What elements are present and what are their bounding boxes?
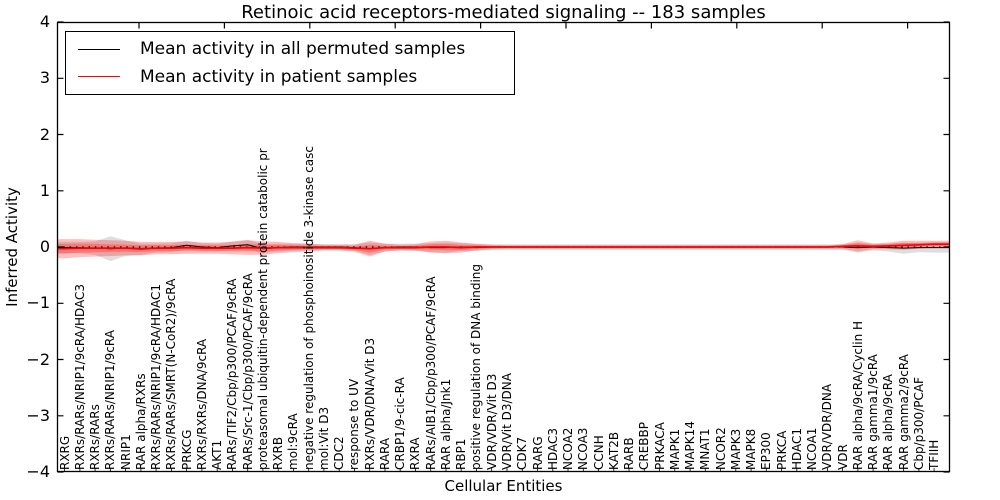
y-tick-label: 2 xyxy=(39,124,50,144)
permuted-line-icon xyxy=(78,48,120,50)
x-tick-label: VDR/VDR/DNA xyxy=(820,383,835,470)
x-tick-label: RBP1 xyxy=(454,438,469,470)
x-tick-label: RAR alpha/RXRs xyxy=(133,373,148,470)
patient-line-icon xyxy=(78,76,120,78)
plot-border xyxy=(56,21,951,473)
x-tick-label: NRIP1 xyxy=(118,434,133,470)
x-tick-label: RARG xyxy=(530,436,545,470)
x-tick-label: RXRs/RXRs/DNA/9cRA xyxy=(194,338,209,470)
legend-label-permuted: Mean activity in all permuted samples xyxy=(140,39,466,60)
x-tick-label: MAPK14 xyxy=(683,421,698,470)
x-tick-label: KAT2B xyxy=(606,431,621,470)
x-tick-label: RARA xyxy=(377,437,392,470)
x-tick-label: mol:9cRA xyxy=(286,413,301,470)
x-axis-label: Cellular Entities xyxy=(444,477,563,495)
x-tick-label: RXRs/RARs/NRIP1/9cRA xyxy=(103,330,118,470)
y-tick-label: −4 xyxy=(26,462,50,481)
legend: Mean activity in all permuted samples Me… xyxy=(65,31,515,95)
x-major-ticks xyxy=(138,22,909,29)
x-tick-label: RXRA xyxy=(408,437,423,470)
x-tick-label: MNAT1 xyxy=(698,428,713,470)
x-tick-label: MAPK1 xyxy=(667,428,682,470)
x-tick-label: MAPK8 xyxy=(744,428,759,470)
x-tick-label: MAPK3 xyxy=(728,428,743,470)
x-tick-label: RXRs/VDR/DNA/Vit D3 xyxy=(362,337,377,470)
x-tick-label: RARs/AIB1/Cbp/p300/PCAF/9cRA xyxy=(423,276,438,470)
x-tick-label: VDR/Vit D3/DNA xyxy=(499,373,514,470)
x-tick-label: NCOR2 xyxy=(713,427,728,470)
y-tick-label: −2 xyxy=(26,349,50,369)
legend-entry-permuted: Mean activity in all permuted samples xyxy=(78,39,514,59)
x-tick-label: VDR/VDR/Vit D3 xyxy=(484,373,499,470)
x-tick-label: PRKACA xyxy=(652,422,667,470)
legend-entry-patient: Mean activity in patient samples xyxy=(78,67,514,87)
permuted-band xyxy=(57,236,950,262)
x-tick-label: PRKCA xyxy=(774,430,789,470)
x-tick-label: AKT1 xyxy=(210,439,225,470)
y-tick-label: 4 xyxy=(39,12,50,31)
x-tick-label: PRKCG xyxy=(179,429,194,470)
legend-label-patient: Mean activity in patient samples xyxy=(140,66,418,87)
patient-band-outer xyxy=(57,239,950,259)
x-tick-label: mol:Vit D3 xyxy=(316,406,331,470)
x-tick-label: TFIIH xyxy=(927,439,942,470)
x-tick-label: RXRB xyxy=(271,436,286,470)
y-tick-label: 3 xyxy=(39,68,50,88)
x-tick-label: RAR alpha/9cRA xyxy=(881,374,896,470)
patient-mean-line xyxy=(57,243,950,250)
x-tick-label: NCOA3 xyxy=(576,427,591,470)
x-tick-label: positive regulation of DNA binding xyxy=(469,264,484,470)
x-tick-label: CREBBP xyxy=(637,422,652,470)
x-category-ticks xyxy=(64,468,935,472)
x-tick-label: HDAC3 xyxy=(545,427,560,470)
x-tick-label: RXRs/RARs/NRIP1/9cRA/HDAC1 xyxy=(149,283,164,470)
x-tick-label: negative regulation of phosphoinositide … xyxy=(301,146,316,470)
x-tick-label: CRBP1/9-cic-RA xyxy=(393,377,408,470)
x-tick-label: NCOA2 xyxy=(561,427,575,470)
chart-title: Retinoic acid receptors-mediated signali… xyxy=(241,2,766,23)
y-tick-label: −3 xyxy=(26,405,50,425)
x-tick-label: CDC2 xyxy=(332,436,347,470)
y-tick-label: −1 xyxy=(26,293,50,313)
x-tick-label: VDR xyxy=(835,444,850,470)
x-tick-label: CDK7 xyxy=(515,436,530,470)
x-tick-label: RAR gamma1/9cRA xyxy=(866,354,881,470)
x-tick-label: RARs/Src-1/Cbp/p300/PCAF/9cRA xyxy=(240,273,255,470)
x-tick-label: Cbp/p300/PCAF xyxy=(911,377,926,470)
y-tick-label: 0 xyxy=(39,237,50,256)
x-tick-label: RAR alpha/Jnk1 xyxy=(438,378,453,470)
x-tick-label: RAR gamma2/9cRA xyxy=(896,354,911,470)
x-tick-label: RXRG xyxy=(57,435,72,470)
patient-band-inner xyxy=(57,242,950,254)
x-tick-label: RARs/TIF2/Cbp/p300/PCAF/9cRA xyxy=(225,278,240,470)
x-tick-label: EP300 xyxy=(759,432,774,470)
y-tick-label: 1 xyxy=(39,180,50,200)
x-tick-label: CCNH xyxy=(591,435,606,470)
x-tick-label: NCOA1 xyxy=(805,427,820,470)
x-tick-label: response to UV xyxy=(347,378,362,470)
x-tick-label: RXRs/RARs xyxy=(88,404,103,470)
x-tick-label: RXRs/RARs/NRIP1/9cRA/HDAC3 xyxy=(72,283,87,470)
x-tick-label: RXRs/RARs/SMRT(N-CoR2)/9cRA xyxy=(164,278,179,470)
x-tick-label: RAR alpha/9cRA/Cyclin H xyxy=(850,320,865,470)
x-tick-label: RARB xyxy=(622,437,637,470)
x-tick-label: proteasomal ubiquitin-dependent protein … xyxy=(255,148,270,470)
x-tick-label: HDAC1 xyxy=(789,427,804,470)
